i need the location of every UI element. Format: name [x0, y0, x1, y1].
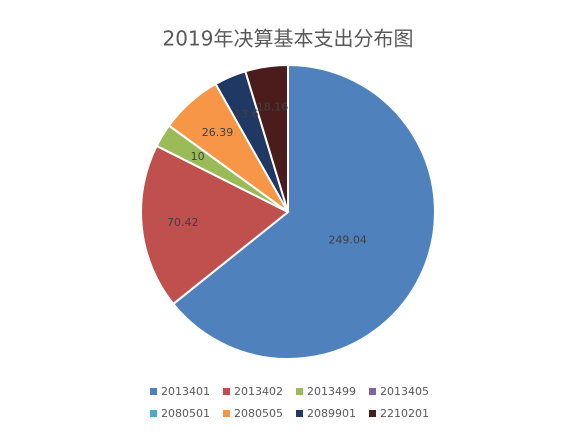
data-label: 13.6	[234, 108, 259, 121]
legend-label: 2013405	[380, 385, 429, 398]
legend-swatch	[296, 410, 303, 417]
legend-swatch	[369, 410, 376, 417]
chart-title: 2019年决算基本支出分布图	[163, 27, 414, 51]
data-label: 26.39	[202, 126, 234, 139]
pie-slice	[244, 63, 289, 213]
legend-label: 2013499	[307, 385, 356, 398]
pie-slice	[171, 63, 436, 360]
legend-label: 2080501	[161, 407, 210, 420]
data-label: 18.16	[257, 100, 289, 113]
data-label: 70.42	[167, 216, 199, 229]
legend-label: 2080505	[234, 407, 283, 420]
legend-swatch	[223, 388, 230, 395]
legend-swatch	[150, 410, 157, 417]
legend-swatch	[296, 388, 303, 395]
legend-swatch	[369, 388, 376, 395]
legend-swatch	[150, 388, 157, 395]
pie-slice	[140, 144, 290, 306]
legend-swatch	[223, 410, 230, 417]
legend-label: 2013401	[161, 385, 210, 398]
data-label: 10	[191, 150, 205, 163]
legend-label: 2089901	[307, 407, 356, 420]
legend-label: 2013402	[234, 385, 283, 398]
legend-label: 2210201	[380, 407, 429, 420]
data-label: 249.04	[328, 234, 367, 247]
